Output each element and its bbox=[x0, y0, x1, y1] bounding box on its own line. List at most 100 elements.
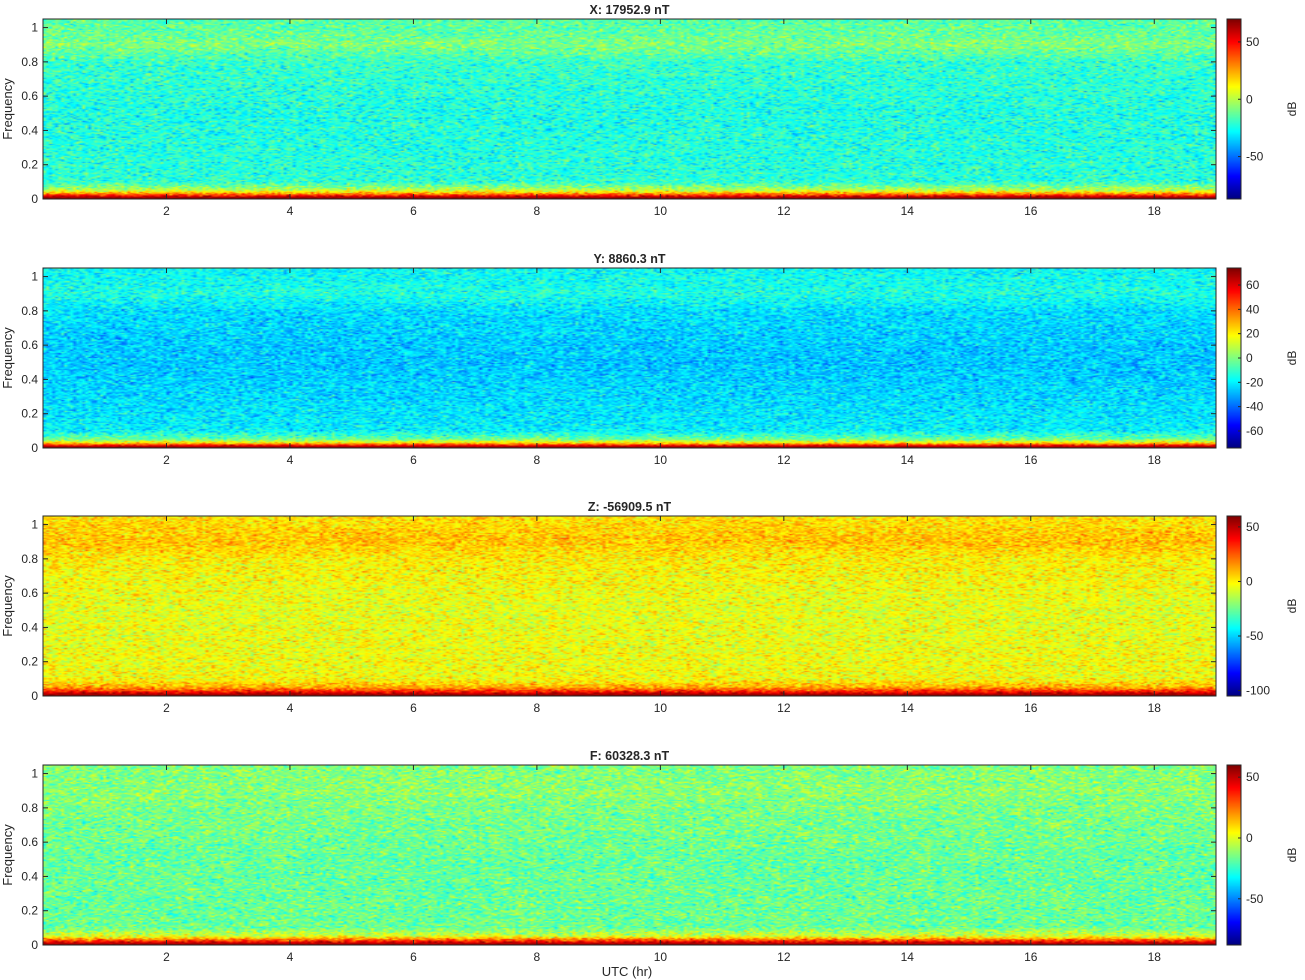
y-tick-label: 0.2 bbox=[21, 407, 38, 421]
x-tick-label: 14 bbox=[901, 204, 915, 218]
spectrogram-panel: X: 17952.9 nT2 4 6 8 10 12 14 16 1800.20.40.60.8… bbox=[0, 3, 1299, 218]
y-tick-label: 1 bbox=[31, 767, 38, 781]
x-tick-label: 12 bbox=[777, 453, 791, 467]
x-tick-label: 14 bbox=[901, 701, 915, 715]
x-tick-label: 16 bbox=[1024, 453, 1038, 467]
x-tick-label: 16 bbox=[1024, 701, 1038, 715]
y-tick-label: 0 bbox=[31, 938, 38, 952]
x-tick-label: 12 bbox=[777, 950, 791, 964]
y-tick-label: 0.8 bbox=[21, 304, 38, 318]
colorbar-tick-label: 0 bbox=[1246, 92, 1253, 106]
colorbar-frame bbox=[1226, 18, 1242, 200]
panel-title: F: 60328.3 nT bbox=[590, 749, 670, 763]
colorbar: -50 0 50 dB bbox=[1226, 764, 1299, 946]
x-tick-label: 18 bbox=[1148, 950, 1162, 964]
colorbar: -60 -40 -20 0 20 40 60 dB bbox=[1226, 267, 1299, 449]
x-tick-label: 6 bbox=[410, 204, 417, 218]
colorbar-tick-label: 0 bbox=[1246, 831, 1253, 845]
panels: X: 17952.9 nT2 4 6 8 10 12 14 16 1800.20.40.60.8… bbox=[0, 3, 1299, 964]
x-tick-label: 8 bbox=[534, 950, 541, 964]
colorbar-gradient bbox=[1227, 765, 1241, 945]
x-tick-label: 8 bbox=[534, 701, 541, 715]
x-tick-label: 12 bbox=[777, 204, 791, 218]
y-axis-label: Frequency bbox=[0, 327, 15, 389]
spectrogram-heatmap bbox=[43, 19, 1216, 199]
colorbar-gradient bbox=[1227, 268, 1241, 448]
colorbar-tick-label: 20 bbox=[1246, 327, 1260, 341]
spectrogram-panel: Y: 8860.3 nT2 4 6 8 10 12 14 16 1800.20.40.60.81… bbox=[0, 252, 1299, 467]
y-tick-label: 0.6 bbox=[21, 89, 38, 103]
y-tick-label: 0.2 bbox=[21, 158, 38, 172]
colorbar-tick-label: -20 bbox=[1246, 375, 1264, 389]
y-tick-label: 0.4 bbox=[21, 123, 38, 137]
spectrogram-panel: F: 60328.3 nT2 4 6 8 10 12 14 16 1800.20.40.60.8… bbox=[0, 749, 1299, 964]
y-tick-label: 1 bbox=[31, 270, 38, 284]
spectrogram-panel: Z: -56909.5 nT2 4 6 8 10 12 14 16 1800.20.40.60.… bbox=[0, 500, 1299, 715]
colorbar-tick-label: -60 bbox=[1246, 424, 1264, 438]
x-tick-label: 4 bbox=[287, 950, 294, 964]
colorbar-frame bbox=[1226, 764, 1242, 946]
colorbar-tick-label: 60 bbox=[1246, 278, 1260, 292]
y-axis-label: Frequency bbox=[0, 78, 15, 140]
y-tick-label: 0.8 bbox=[21, 55, 38, 69]
colorbar-tick-label: -50 bbox=[1246, 629, 1264, 643]
x-tick-label: 10 bbox=[654, 204, 668, 218]
colorbar-label: dB bbox=[1285, 848, 1299, 863]
spectrogram-heatmap bbox=[43, 268, 1216, 448]
colorbar-tick-label: 0 bbox=[1246, 351, 1253, 365]
spectrogram-heatmap bbox=[43, 765, 1216, 945]
x-tick-label: 18 bbox=[1148, 453, 1162, 467]
plot-frame bbox=[42, 18, 1217, 200]
y-tick-label: 0.8 bbox=[21, 552, 38, 566]
x-tick-label: 10 bbox=[654, 950, 668, 964]
plot-frame bbox=[42, 764, 1217, 946]
colorbar-tick-label: 0 bbox=[1246, 574, 1253, 588]
colorbar: -100 -50 0 50 dB bbox=[1226, 515, 1299, 698]
colorbar-label: dB bbox=[1285, 351, 1299, 366]
x-tick-label: 8 bbox=[534, 453, 541, 467]
x-tick-label: 6 bbox=[410, 950, 417, 964]
y-tick-label: 0.6 bbox=[21, 338, 38, 352]
x-tick-label: 12 bbox=[777, 701, 791, 715]
panel-title: X: 17952.9 nT bbox=[590, 3, 670, 17]
colorbar: -50 0 50 dB bbox=[1226, 18, 1299, 200]
x-tick-label: 2 bbox=[163, 204, 170, 218]
colorbar-tick-label: -100 bbox=[1246, 684, 1270, 698]
colorbar-tick-label: 40 bbox=[1246, 302, 1260, 316]
colorbar-gradient bbox=[1227, 19, 1241, 199]
x-tick-label: 4 bbox=[287, 204, 294, 218]
y-axis-label: Frequency bbox=[0, 824, 15, 886]
x-tick-label: 10 bbox=[654, 701, 668, 715]
y-tick-label: 0.6 bbox=[21, 586, 38, 600]
y-tick-label: 0 bbox=[31, 441, 38, 455]
y-tick-label: 0.2 bbox=[21, 904, 38, 918]
x-tick-label: 2 bbox=[163, 950, 170, 964]
y-tick-label: 0.4 bbox=[21, 372, 38, 386]
x-tick-label: 4 bbox=[287, 453, 294, 467]
x-tick-label: 14 bbox=[901, 950, 915, 964]
x-tick-label: 14 bbox=[901, 453, 915, 467]
x-tick-label: 16 bbox=[1024, 950, 1038, 964]
colorbar-tick-label: -40 bbox=[1246, 400, 1264, 414]
x-tick-label: 6 bbox=[410, 701, 417, 715]
colorbar-tick-label: 50 bbox=[1246, 520, 1260, 534]
x-tick-label: 2 bbox=[163, 701, 170, 715]
plot-frame bbox=[42, 515, 1217, 697]
y-tick-label: 0.2 bbox=[21, 655, 38, 669]
y-tick-label: 1 bbox=[31, 518, 38, 532]
plot-frame bbox=[42, 267, 1217, 449]
colorbar-tick-label: 50 bbox=[1246, 35, 1260, 49]
x-tick-label: 6 bbox=[410, 453, 417, 467]
x-tick-label: 10 bbox=[654, 453, 668, 467]
x-tick-label: 8 bbox=[534, 204, 541, 218]
panel-title: Y: 8860.3 nT bbox=[593, 252, 665, 266]
colorbar-tick-label: 50 bbox=[1246, 770, 1260, 784]
x-tick-label: 4 bbox=[287, 701, 294, 715]
y-tick-label: 0.8 bbox=[21, 801, 38, 815]
y-tick-label: 0 bbox=[31, 689, 38, 703]
x-tick-label: 18 bbox=[1148, 204, 1162, 218]
y-tick-label: 0 bbox=[31, 192, 38, 206]
x-axis-label: UTC (hr) bbox=[602, 964, 653, 979]
spectrogram-heatmap bbox=[43, 516, 1216, 696]
